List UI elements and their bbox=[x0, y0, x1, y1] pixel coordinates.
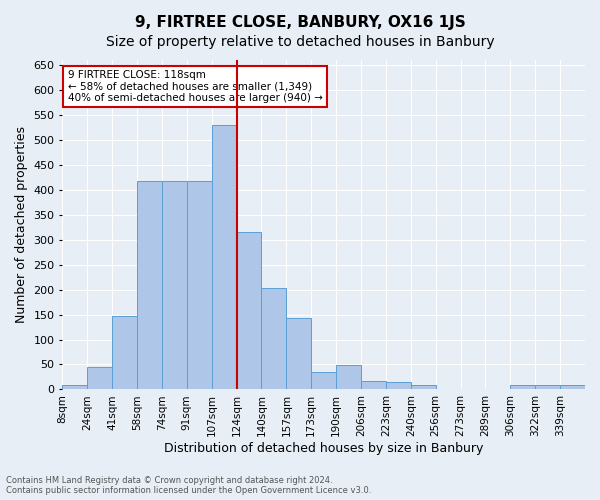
Bar bbox=[262, 288, 286, 390]
Text: Contains HM Land Registry data © Crown copyright and database right 2024.
Contai: Contains HM Land Registry data © Crown c… bbox=[6, 476, 371, 495]
Text: 9, FIRTREE CLOSE, BANBURY, OX16 1JS: 9, FIRTREE CLOSE, BANBURY, OX16 1JS bbox=[134, 15, 466, 30]
Bar bbox=[162, 181, 187, 390]
Text: 9 FIRTREE CLOSE: 118sqm
← 58% of detached houses are smaller (1,349)
40% of semi: 9 FIRTREE CLOSE: 118sqm ← 58% of detache… bbox=[68, 70, 322, 103]
Bar bbox=[87, 368, 112, 390]
Bar bbox=[361, 382, 386, 390]
Y-axis label: Number of detached properties: Number of detached properties bbox=[15, 126, 28, 323]
X-axis label: Distribution of detached houses by size in Banbury: Distribution of detached houses by size … bbox=[164, 442, 484, 455]
Bar bbox=[311, 372, 336, 390]
Bar bbox=[137, 181, 162, 390]
Bar bbox=[411, 386, 436, 390]
Bar bbox=[511, 386, 535, 390]
Text: Size of property relative to detached houses in Banbury: Size of property relative to detached ho… bbox=[106, 35, 494, 49]
Bar bbox=[236, 232, 262, 390]
Bar bbox=[187, 181, 212, 390]
Bar bbox=[386, 382, 411, 390]
Bar bbox=[336, 365, 361, 390]
Bar bbox=[286, 318, 311, 390]
Bar bbox=[560, 386, 585, 390]
Bar bbox=[112, 316, 137, 390]
Bar bbox=[535, 386, 560, 390]
Bar bbox=[212, 125, 236, 390]
Bar bbox=[62, 386, 87, 390]
